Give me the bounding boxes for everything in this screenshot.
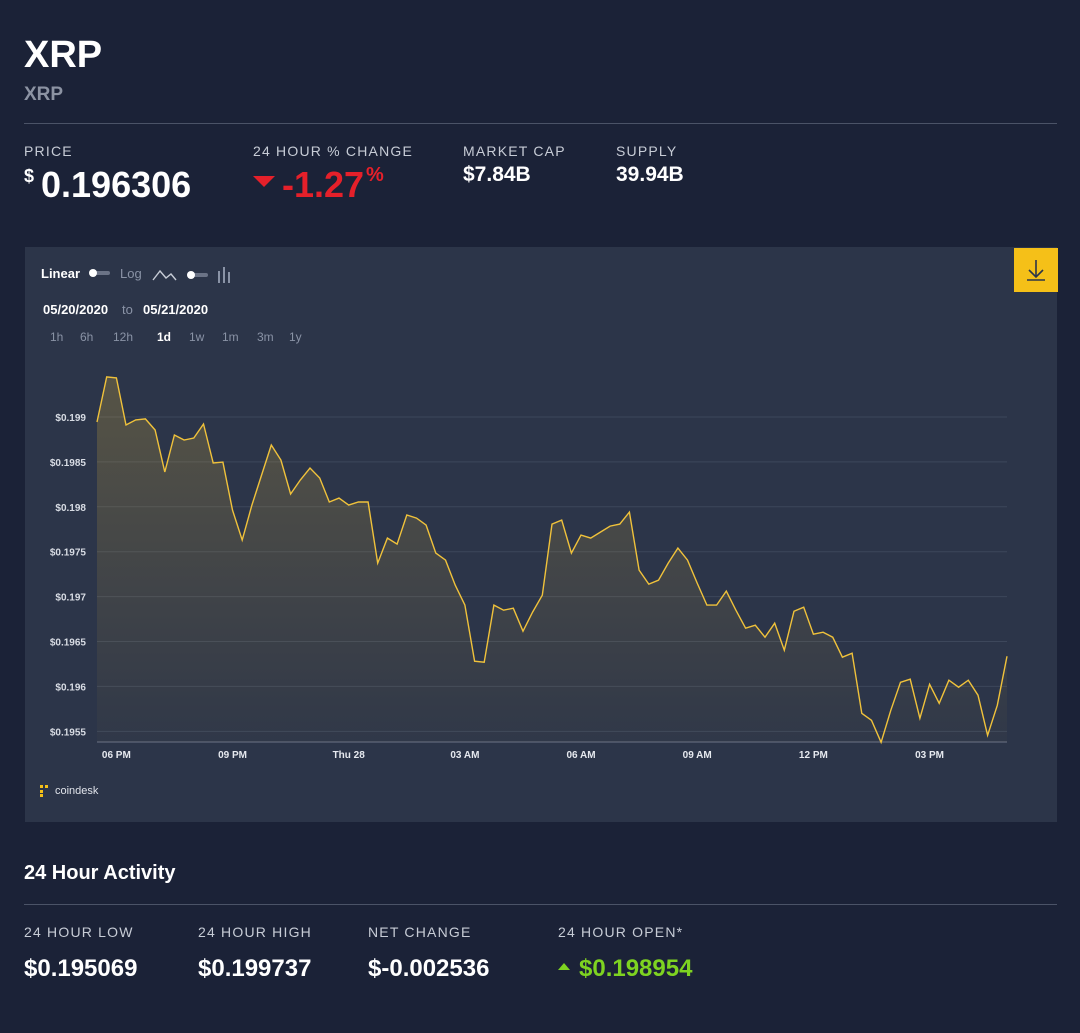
stat-value: 39.94B (616, 163, 684, 186)
change-value: -1.27 (282, 164, 365, 205)
y-tick-label: $0.1985 (50, 458, 87, 469)
range-button[interactable]: 1d (157, 330, 172, 344)
stat-value: $0.199737 (198, 955, 312, 982)
y-tick-label: $0.198 (55, 503, 86, 514)
scale-log[interactable]: Log (120, 266, 142, 281)
y-tick-label: $0.199 (55, 413, 86, 424)
x-tick-label: 03 PM (915, 750, 944, 761)
date-to[interactable]: 05/21/2020 (143, 302, 209, 317)
stat-value: $0.198954 (579, 955, 693, 982)
brand-name: coindesk (55, 785, 99, 797)
range-button[interactable]: 12h (113, 330, 134, 344)
x-tick-label: Thu 28 (333, 750, 366, 761)
stat-value: $0.195069 (24, 955, 138, 982)
stat-label: 24 HOUR LOW (24, 924, 134, 940)
x-tick-label: 06 AM (566, 750, 595, 761)
y-tick-label: $0.1975 (50, 548, 87, 559)
stat-value: $-0.002536 (368, 955, 490, 982)
date-separator: to (122, 302, 133, 317)
stat-value: $7.84B (463, 163, 531, 186)
scale-toggle[interactable] (88, 268, 112, 278)
y-tick-label: $0.1955 (50, 727, 87, 738)
range-button[interactable]: 3m (257, 330, 274, 344)
chart-type-controls[interactable] (152, 265, 234, 285)
brand-logo (40, 785, 48, 797)
stat-label: NET CHANGE (368, 924, 472, 940)
range-button[interactable]: 1y (289, 330, 302, 344)
x-tick-label: 09 AM (683, 750, 712, 761)
range-button[interactable]: 1w (189, 330, 205, 344)
stat-label: 24 HOUR OPEN* (558, 924, 684, 940)
stat-label: MARKET CAP (463, 143, 566, 159)
x-tick-label: 09 PM (218, 750, 247, 761)
price-area (97, 376, 1007, 743)
coin-symbol: XRP (24, 84, 64, 105)
y-tick-label: $0.197 (55, 593, 86, 604)
coin-title: XRP (24, 34, 103, 76)
stat-label: 24 HOUR HIGH (198, 924, 312, 940)
download-button[interactable] (1014, 248, 1058, 292)
range-button[interactable]: 1m (222, 330, 239, 344)
price-line (96, 376, 1008, 745)
x-tick-label: 12 PM (799, 750, 828, 761)
date-from[interactable]: 05/20/2020 (43, 302, 109, 317)
up-arrow (558, 963, 570, 970)
price-value: 0.196306 (41, 164, 192, 205)
currency-sign: $ (24, 166, 35, 186)
range-button[interactable]: 1h (50, 330, 64, 344)
y-tick-label: $0.1965 (50, 638, 87, 649)
scale-linear[interactable]: Linear (41, 266, 81, 281)
x-tick-label: 03 AM (450, 750, 479, 761)
section-title: 24 Hour Activity (24, 862, 176, 884)
stat-label: PRICE (24, 143, 73, 159)
y-tick-label: $0.196 (55, 682, 86, 693)
stat-label: 24 HOUR % CHANGE (253, 143, 414, 159)
change-unit: % (366, 164, 384, 186)
divider (24, 904, 1057, 905)
range-button[interactable]: 6h (80, 330, 94, 344)
x-tick-label: 06 PM (102, 750, 131, 761)
divider (24, 123, 1057, 124)
down-arrow (253, 176, 275, 187)
stat-label: SUPPLY (616, 143, 678, 159)
